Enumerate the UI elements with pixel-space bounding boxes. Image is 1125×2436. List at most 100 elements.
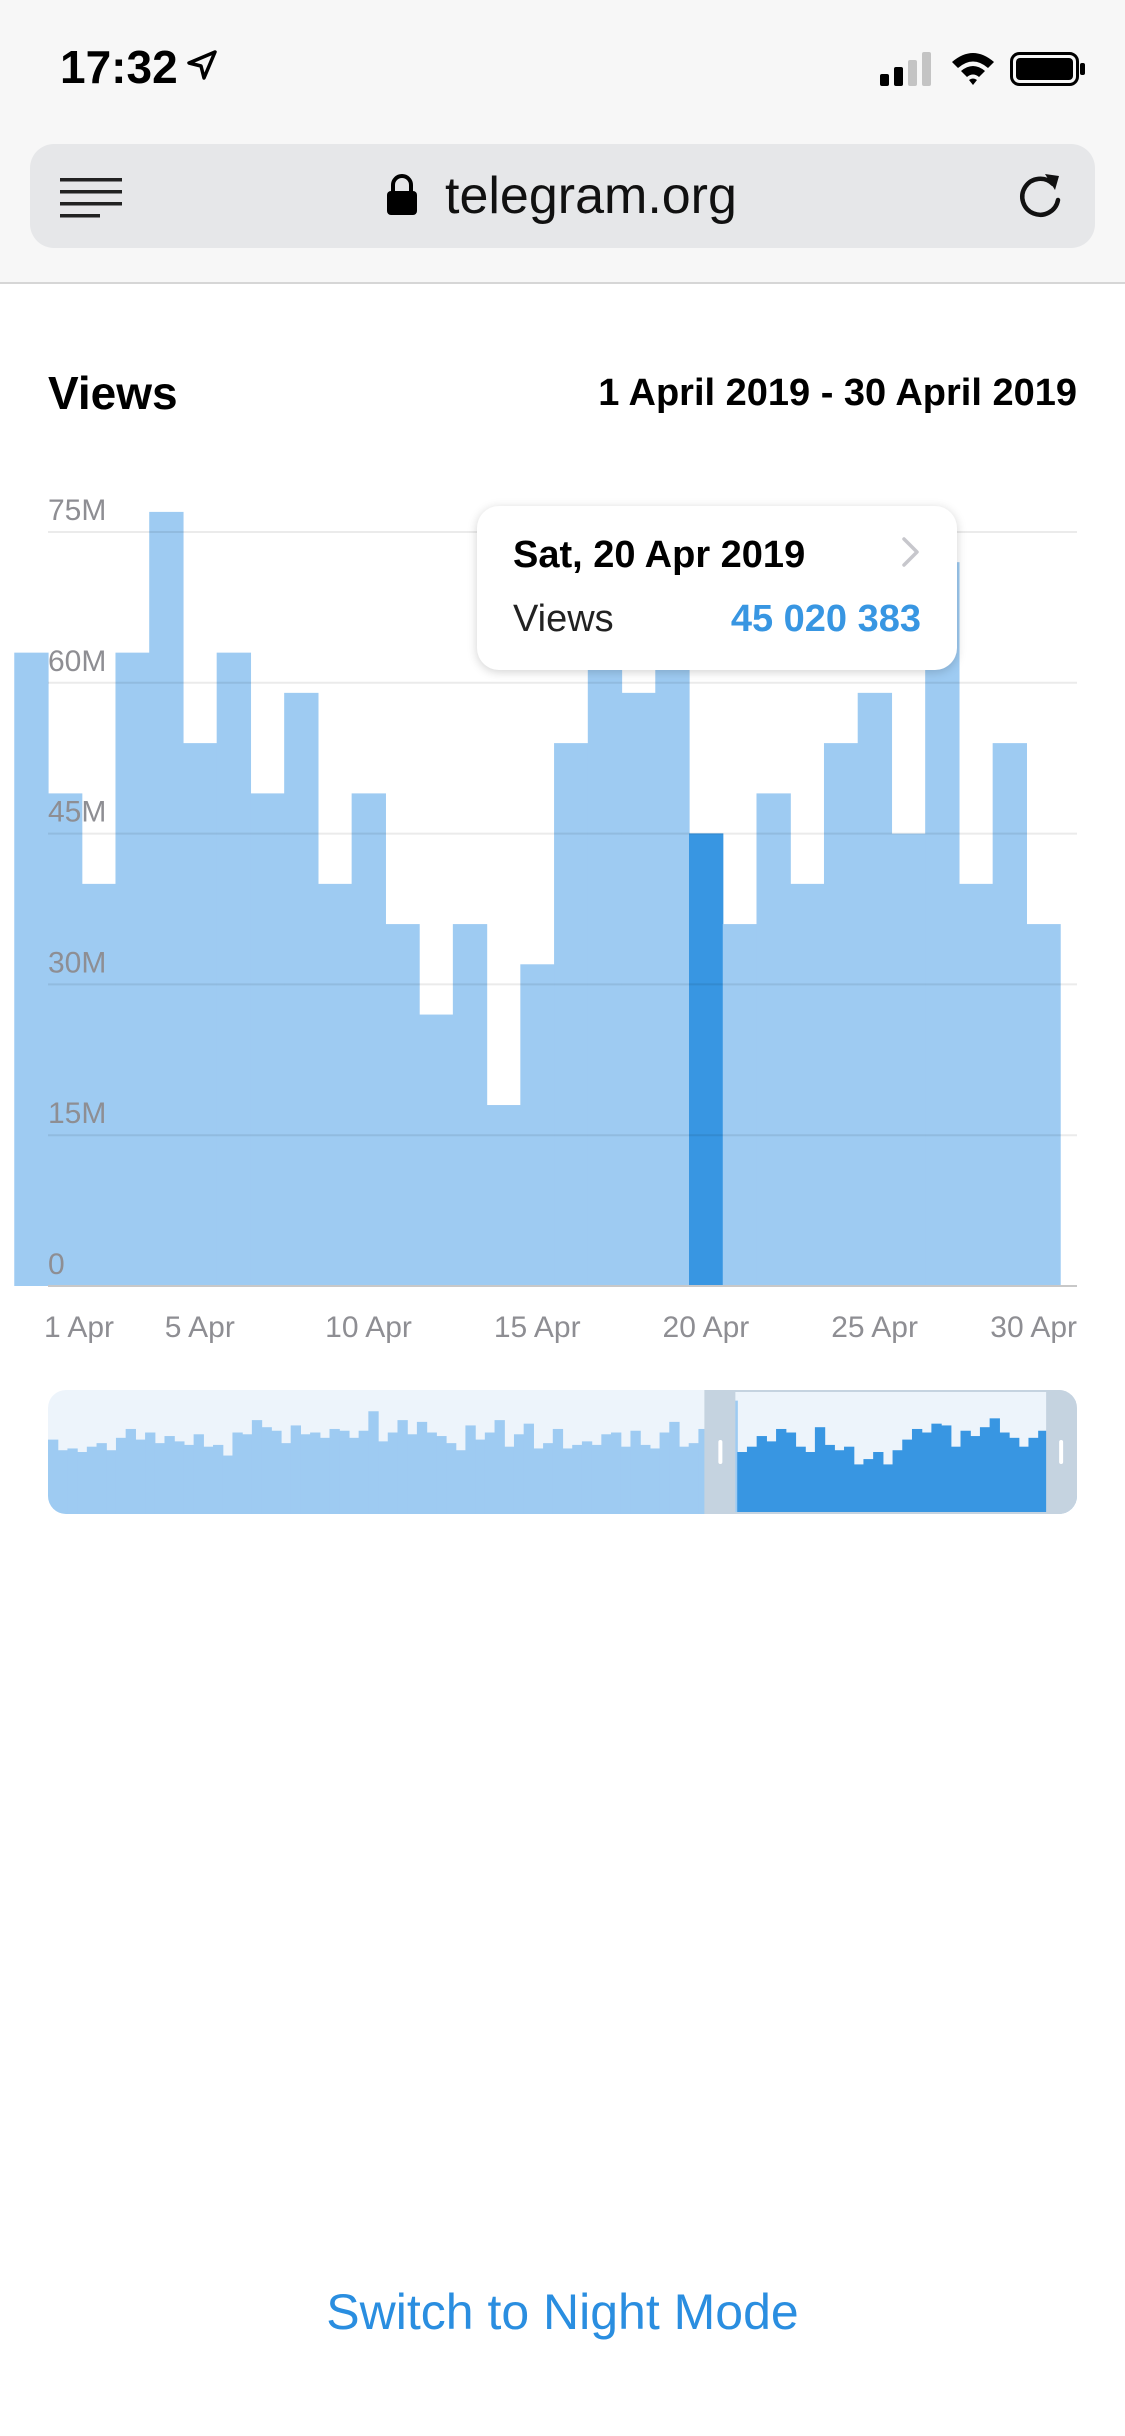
overview-bar [154,1443,166,1514]
bar[interactable] [520,964,555,1286]
browser-toolbar: telegram.org [0,130,1125,284]
bar[interactable] [419,1014,454,1286]
bar[interactable] [554,743,589,1286]
overview-bar [591,1444,602,1514]
overview-bar [776,1428,787,1514]
bar[interactable] [925,562,960,1286]
overview-bar [805,1452,816,1514]
overview-bar [737,1452,748,1514]
bar[interactable] [115,652,150,1286]
wifi-icon [952,53,994,85]
overview-bar [251,1420,263,1514]
bar[interactable] [790,883,825,1286]
overview-bar [941,1425,952,1514]
overview-bar [57,1450,69,1514]
x-tick-label: 1 Apr [44,1311,114,1344]
overview-bar [329,1428,340,1514]
overview-bar [853,1464,865,1514]
bar[interactable] [81,883,117,1286]
overview-bar [678,1446,690,1514]
chart-tooltip[interactable]: Sat, 20 Apr 2019 Views 45 020 383 [477,506,957,670]
overview-bar [1038,1430,1049,1514]
bar[interactable] [284,692,319,1286]
bar[interactable] [992,743,1027,1286]
right-handle-grip-icon [1059,1440,1064,1464]
y-tick-label: 0 [48,1248,65,1281]
overview-bar [368,1411,379,1514]
overview-bar [533,1448,544,1514]
bar[interactable] [722,924,758,1286]
overview-bar [746,1446,758,1514]
y-tick-label: 60M [48,645,106,678]
bar[interactable] [452,924,488,1286]
overview-bar [222,1455,234,1514]
overview-bar [261,1427,272,1514]
x-tick-label: 10 Apr [325,1311,412,1344]
overview-bar [455,1450,467,1514]
tooltip-series-label: Views [513,598,614,640]
overview-bar [1028,1437,1039,1514]
url-text[interactable]: telegram.org [445,167,737,225]
views-bar-chart[interactable]: 0 15M 30M 45M 60M 75M 1 Apr 5 Apr 10 Apr 15 Apr 20… [0,470,1125,1350]
bar[interactable] [823,743,859,1286]
overview-bar [979,1427,991,1514]
bar[interactable] [48,793,83,1286]
y-tick-label: 45M [48,796,106,829]
x-tick-label: 20 Apr [663,1311,750,1344]
overview-bar [960,1430,971,1514]
overview-bar [659,1432,670,1514]
x-tick-label: 5 Apr [165,1311,235,1344]
bar[interactable] [756,793,791,1286]
bar[interactable] [250,793,285,1286]
tooltip-date: Sat, 20 Apr 2019 [513,534,806,576]
bar[interactable] [655,652,690,1286]
bar[interactable] [587,652,623,1286]
overview-bar [601,1434,612,1514]
bar[interactable] [216,652,252,1286]
bar[interactable] [486,1105,521,1286]
battery-icon [1010,52,1085,86]
overview-bar [484,1432,496,1514]
bar[interactable] [14,652,49,1286]
overview-bar [436,1436,447,1514]
reload-icon[interactable] [1015,170,1065,222]
overview-bar [931,1423,942,1514]
bar[interactable] [891,833,926,1286]
bar[interactable] [182,743,218,1286]
bar[interactable] [317,883,353,1286]
bar[interactable] [351,793,386,1286]
overview-bar [513,1434,525,1514]
overview-bar [523,1423,534,1514]
bar[interactable] [621,692,656,1286]
overview-bar [766,1441,777,1514]
overview-bar [407,1434,418,1514]
overview-bar [873,1452,884,1514]
reader-menu-icon[interactable] [60,178,122,218]
bar-selected[interactable] [689,833,724,1286]
left-handle-grip-icon [718,1440,723,1464]
overview-bar [562,1448,573,1514]
overview-bar [67,1448,78,1514]
overview-bar [921,1432,932,1514]
overview-bar [48,1439,59,1514]
overview-bar [494,1420,505,1514]
range-selector[interactable] [48,1390,1077,1514]
tooltip-value: 45 020 383 [730,598,921,640]
overview-bar [999,1432,1010,1514]
bar[interactable] [385,924,420,1286]
bar[interactable] [149,511,184,1287]
overview-bar [970,1436,981,1514]
location-arrow-icon [187,50,217,80]
overview-bar [271,1430,282,1514]
overview-bar [300,1434,311,1514]
bar[interactable] [958,883,994,1286]
bar[interactable] [857,692,893,1286]
overview-bar [203,1446,214,1514]
overview-bar [125,1428,136,1514]
overview-bar [475,1439,486,1514]
switch-night-mode-link[interactable]: Switch to Night Mode [326,2284,799,2340]
bar[interactable] [1026,924,1061,1286]
address-bar[interactable]: telegram.org [30,144,1095,248]
overview-bar [446,1443,457,1514]
lock-icon [387,174,417,215]
